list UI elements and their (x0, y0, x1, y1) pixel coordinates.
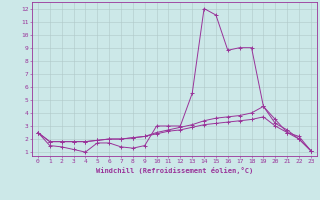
X-axis label: Windchill (Refroidissement éolien,°C): Windchill (Refroidissement éolien,°C) (96, 167, 253, 174)
